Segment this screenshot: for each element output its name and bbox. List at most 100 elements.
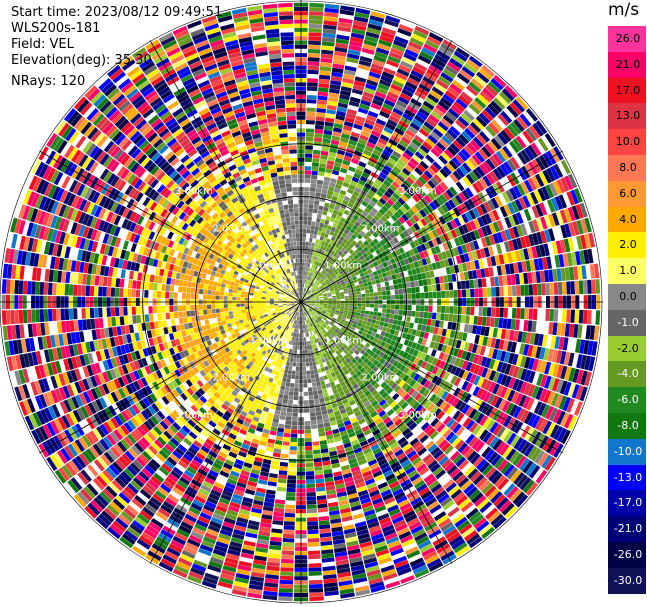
- gate-cell: [420, 305, 425, 312]
- gate-cell: [416, 163, 426, 173]
- gate-cell: [385, 313, 391, 319]
- gate-cell: [374, 304, 379, 308]
- gate-cell: [304, 429, 312, 434]
- gate-cell: [431, 312, 437, 320]
- gate-cell: [562, 309, 567, 323]
- gate-cell: [275, 384, 281, 390]
- gate-cell: [298, 337, 300, 342]
- gate-cell: [292, 412, 298, 417]
- gate-cell: [307, 290, 311, 294]
- gate-cell: [306, 504, 317, 509]
- gate-cell: [443, 275, 449, 283]
- gate-cell: [377, 287, 382, 292]
- gate-cell: [336, 296, 341, 300]
- gate-cell: [354, 187, 362, 194]
- gate-cell: [374, 145, 384, 153]
- gate-cell: [406, 316, 411, 322]
- gate-cell: [490, 100, 503, 113]
- gate-cell: [304, 191, 310, 196]
- gate-cell: [327, 243, 332, 249]
- gate-cell: [310, 420, 317, 425]
- gate-cell: [368, 19, 383, 27]
- gate-cell: [289, 361, 293, 367]
- gate-cell: [446, 146, 457, 157]
- gate-cell: [373, 95, 385, 103]
- gate-cell: [302, 283, 304, 288]
- gate-cell: [311, 424, 318, 430]
- gate-cell: [309, 412, 316, 417]
- gate-cell: [458, 133, 470, 145]
- gate-cell: [408, 41, 423, 51]
- gate-cell: [390, 111, 402, 120]
- gate-cell: [282, 542, 295, 547]
- gate-cell: [478, 288, 483, 297]
- gate-cell: [363, 282, 368, 287]
- gate-cell: [324, 272, 329, 277]
- gate-cell: [278, 376, 283, 382]
- gate-cell: [444, 65, 459, 76]
- gate-cell: [353, 230, 360, 237]
- gate-cell: [381, 312, 386, 318]
- gate-cell: [277, 397, 283, 403]
- gate-cell: [398, 309, 404, 316]
- gate-cell: [322, 237, 328, 242]
- gate-cell: [307, 349, 311, 354]
- gate-cell: [328, 259, 333, 264]
- gate-cell: [334, 219, 340, 225]
- gate-cell: [282, 377, 287, 383]
- gate-cell: [461, 66, 476, 78]
- gate-cell: [308, 32, 322, 37]
- gate-cell: [332, 232, 338, 238]
- gate-cell: [320, 218, 326, 224]
- gate-cell: [305, 358, 309, 363]
- gate-cell: [376, 175, 385, 183]
- gate-cell: [334, 161, 342, 168]
- gate-cell: [444, 313, 449, 322]
- gate-cell: [460, 113, 472, 124]
- gate-cell: [448, 314, 454, 322]
- gate-cell: [355, 284, 360, 289]
- gate-cell: [317, 95, 328, 101]
- gate-cell: [305, 279, 308, 284]
- gate-cell: [306, 492, 316, 497]
- gate-cell: [452, 314, 458, 323]
- gate-cell: [494, 317, 500, 328]
- gate-cell: [383, 322, 389, 328]
- gate-cell: [490, 78, 504, 91]
- gate-cell: [278, 393, 284, 399]
- gate-cell: [317, 91, 329, 97]
- gate-cell: [310, 370, 315, 375]
- gate-cell: [382, 291, 387, 296]
- gate-cell: [290, 433, 298, 438]
- gate-cell: [375, 47, 390, 55]
- gate-cell: [385, 176, 394, 184]
- gate-cell: [280, 453, 289, 459]
- gate-cell: [317, 503, 328, 509]
- gate-cell: [365, 31, 380, 39]
- gate-cell: [315, 280, 319, 285]
- gate-cell: [303, 391, 309, 396]
- gate-cell: [436, 313, 441, 320]
- gate-cell: [301, 296, 304, 301]
- gate-cell: [289, 450, 297, 455]
- gate-cell: [369, 304, 375, 308]
- gate-cell: [358, 60, 372, 67]
- gate-cell: [312, 386, 318, 392]
- gate-cell: [370, 217, 378, 225]
- gate-cell: [574, 280, 580, 295]
- gate-cell: [372, 126, 383, 134]
- gate-cell: [309, 237, 313, 243]
- gate-cell: [370, 11, 386, 19]
- gate-cell: [302, 345, 305, 350]
- gate-cell: [315, 116, 325, 122]
- gate-cell: [273, 507, 285, 513]
- gate-cell: [281, 558, 294, 564]
- gate-cell: [466, 289, 471, 298]
- gate-cell: [354, 12, 370, 19]
- gate-cell: [303, 203, 309, 208]
- gate-cell: [455, 47, 470, 59]
- gate-cell: [404, 164, 414, 173]
- gate-cell: [320, 258, 324, 264]
- gate-cell: [283, 437, 290, 442]
- gate-cell: [301, 296, 303, 300]
